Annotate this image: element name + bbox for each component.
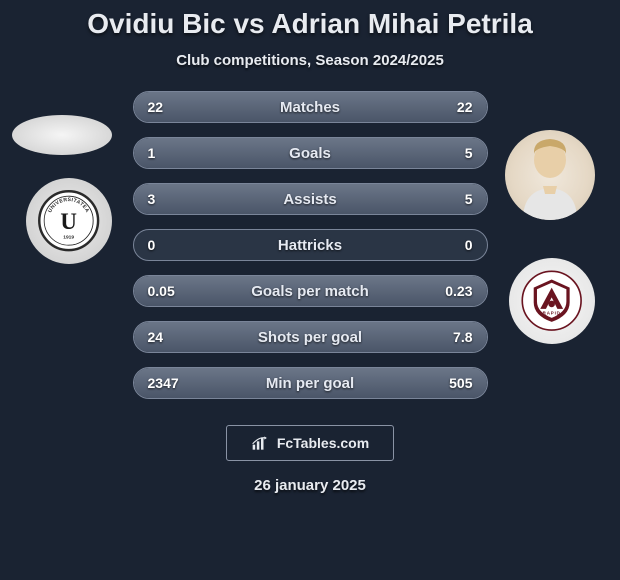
date-text: 26 january 2025: [254, 477, 366, 494]
stat-row: 1Goals5: [133, 137, 488, 169]
stat-label: Shots per goal: [134, 329, 487, 346]
stat-label: Hattricks: [134, 237, 487, 254]
stat-value-right: 5: [465, 145, 473, 161]
stat-value-right: 22: [457, 99, 473, 115]
avatar-placeholder-icon: [505, 130, 595, 220]
stat-row: 24Shots per goal7.8: [133, 321, 488, 353]
club-logo-icon: U UNIVERSITATEA 1919: [36, 188, 101, 253]
svg-text:U: U: [61, 209, 78, 234]
page-title: Ovidiu Bic vs Adrian Mihai Petrila: [87, 8, 533, 40]
stat-value-right: 505: [449, 375, 472, 391]
svg-text:1919: 1919: [64, 235, 75, 241]
stat-label: Goals per match: [134, 283, 487, 300]
stat-value-right: 7.8: [453, 329, 472, 345]
stat-row: 3Assists5: [133, 183, 488, 215]
subtitle: Club competitions, Season 2024/2025: [176, 52, 444, 69]
player2-club-logo: RAPID: [509, 258, 595, 344]
club-logo-icon: RAPID: [519, 268, 584, 333]
stat-label: Min per goal: [134, 375, 487, 392]
stat-label: Matches: [134, 99, 487, 116]
stat-row: 2347Min per goal505: [133, 367, 488, 399]
player2-avatar: [505, 130, 595, 220]
brand-badge: FcTables.com: [226, 425, 394, 461]
stat-row: 0.05Goals per match0.23: [133, 275, 488, 307]
stat-value-right: 5: [465, 191, 473, 207]
stat-row: 0Hattricks0: [133, 229, 488, 261]
stats-list: 22Matches22 1Goals5 3Assists5 0Hattricks0 0.…: [133, 91, 488, 399]
player1-club-logo: U UNIVERSITATEA 1919: [26, 178, 112, 264]
stat-label: Assists: [134, 191, 487, 208]
brand-text: FcTables.com: [277, 435, 369, 451]
brand-chart-icon: [251, 434, 271, 452]
svg-text:RAPID: RAPID: [543, 311, 561, 316]
stat-value-right: 0: [465, 237, 473, 253]
comparison-infographic: Ovidiu Bic vs Adrian Mihai Petrila Club …: [0, 0, 620, 580]
player1-avatar: [12, 115, 112, 155]
stat-label: Goals: [134, 145, 487, 162]
stat-value-right: 0.23: [445, 283, 472, 299]
stat-row: 22Matches22: [133, 91, 488, 123]
